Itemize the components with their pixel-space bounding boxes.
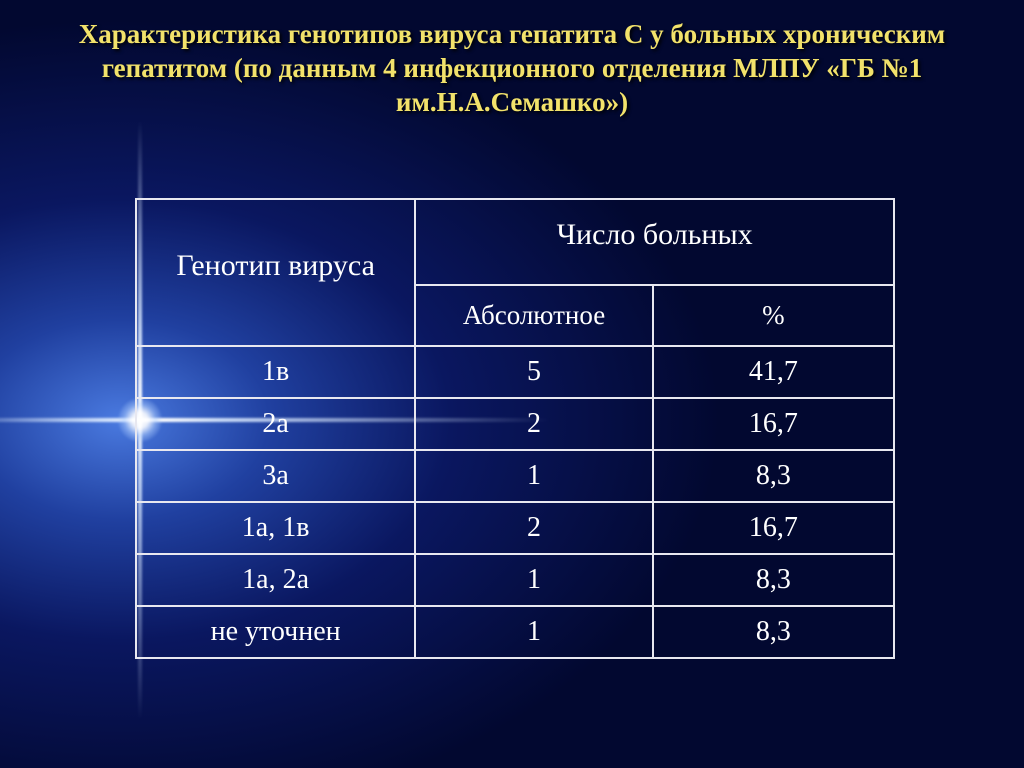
cell-genotype: 1в	[136, 346, 415, 398]
table-row: не уточнен 1 8,3	[136, 606, 894, 658]
cell-absolute: 1	[415, 606, 653, 658]
cell-absolute: 2	[415, 502, 653, 554]
table-row: 1а, 1в 2 16,7	[136, 502, 894, 554]
genotype-table: Генотип вируса Число больных Абсолютное …	[135, 198, 895, 659]
cell-genotype: 1а, 1в	[136, 502, 415, 554]
slide-title: Характеристика генотипов вируса гепатита…	[60, 18, 964, 119]
table-row: 1в 5 41,7	[136, 346, 894, 398]
table-header-row: Генотип вируса Число больных	[136, 199, 894, 285]
cell-absolute: 5	[415, 346, 653, 398]
table-row: 2а 2 16,7	[136, 398, 894, 450]
cell-genotype: 1а, 2а	[136, 554, 415, 606]
cell-genotype: 2а	[136, 398, 415, 450]
col-header-patients: Число больных	[415, 199, 894, 285]
cell-percent: 8,3	[653, 606, 894, 658]
cell-absolute: 1	[415, 450, 653, 502]
col-header-absolute: Абсолютное	[415, 285, 653, 346]
cell-percent: 41,7	[653, 346, 894, 398]
table-row: 1а, 2а 1 8,3	[136, 554, 894, 606]
cell-absolute: 2	[415, 398, 653, 450]
cell-percent: 8,3	[653, 554, 894, 606]
table-row: 3а 1 8,3	[136, 450, 894, 502]
cell-absolute: 1	[415, 554, 653, 606]
cell-genotype: 3а	[136, 450, 415, 502]
cell-genotype: не уточнен	[136, 606, 415, 658]
cell-percent: 16,7	[653, 502, 894, 554]
col-header-genotype: Генотип вируса	[136, 199, 415, 346]
cell-percent: 8,3	[653, 450, 894, 502]
col-header-percent: %	[653, 285, 894, 346]
cell-percent: 16,7	[653, 398, 894, 450]
